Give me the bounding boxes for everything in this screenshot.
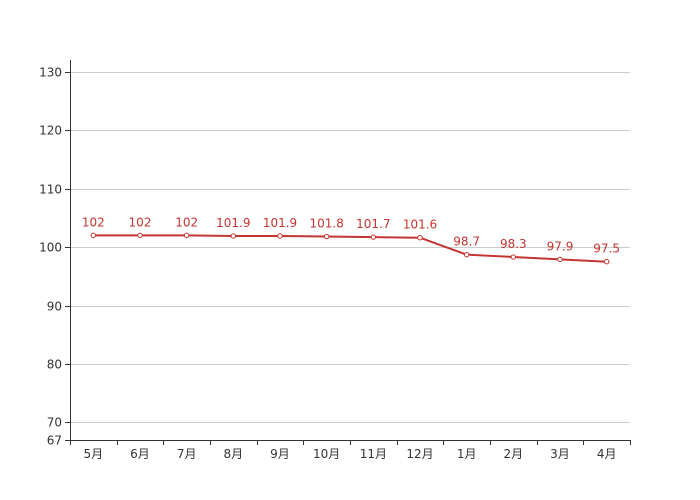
x-tick-label: 4月 bbox=[597, 447, 617, 461]
data-label: 102 bbox=[175, 215, 198, 229]
y-tick-label: 80 bbox=[47, 358, 62, 372]
y-tick-label: 67 bbox=[47, 434, 62, 448]
x-axis-tick-labels: 5月 6月 7月 8月 9月 10月 11月 12月 1月 2月 3月 4月 bbox=[84, 447, 617, 461]
y-tick-label: 90 bbox=[47, 300, 62, 314]
x-tick-label: 3月 bbox=[550, 447, 570, 461]
data-point bbox=[183, 232, 190, 239]
data-label: 102 bbox=[82, 215, 105, 229]
data-label: 101.7 bbox=[356, 217, 390, 231]
data-label: 98.3 bbox=[500, 237, 527, 251]
data-point bbox=[230, 233, 237, 239]
data-label: 97.9 bbox=[547, 239, 574, 253]
data-point bbox=[370, 234, 377, 240]
data-points bbox=[90, 232, 610, 265]
data-point bbox=[137, 232, 143, 239]
data-point bbox=[323, 233, 330, 240]
x-tick-label: 5月 bbox=[84, 447, 104, 461]
y-tick-label: 130 bbox=[39, 66, 62, 80]
y-tick-label: 120 bbox=[39, 124, 62, 138]
y-tick-label: 100 bbox=[39, 241, 62, 255]
axes bbox=[65, 60, 631, 445]
x-tick-label: 6月 bbox=[130, 447, 150, 461]
data-point bbox=[277, 233, 283, 239]
data-point bbox=[90, 232, 97, 239]
data-point bbox=[463, 251, 470, 258]
data-labels: 102 102 102 101.9 101.9 101.8 101.7 101.6 98.7 98… bbox=[82, 215, 620, 255]
data-point bbox=[603, 258, 610, 265]
data-label: 101.8 bbox=[309, 217, 343, 231]
x-tick-label: 8月 bbox=[224, 447, 244, 461]
x-tick-label: 10月 bbox=[313, 447, 340, 461]
data-label: 98.7 bbox=[453, 235, 480, 249]
data-label: 101.6 bbox=[403, 218, 437, 232]
data-point bbox=[510, 254, 517, 260]
data-label: 101.9 bbox=[263, 216, 297, 230]
x-tick-label: 1月 bbox=[457, 447, 477, 461]
data-label: 102 bbox=[129, 215, 152, 229]
x-tick-label: 7月 bbox=[177, 447, 197, 461]
series-line bbox=[92, 234, 608, 263]
y-axis-tick-labels: 67 70 80 90 100 110 120 130 bbox=[39, 66, 62, 448]
x-tick-label: 12月 bbox=[406, 447, 433, 461]
data-label: 101.9 bbox=[216, 216, 250, 230]
data-label: 97.5 bbox=[593, 242, 620, 256]
data-point bbox=[557, 256, 563, 263]
series-line-path bbox=[92, 234, 608, 263]
data-point bbox=[417, 235, 423, 241]
grid-lines bbox=[70, 72, 630, 423]
y-tick-label: 70 bbox=[47, 416, 62, 430]
y-tick-label: 110 bbox=[39, 183, 62, 197]
x-tick-label: 9月 bbox=[270, 447, 290, 461]
x-tick-label: 2月 bbox=[504, 447, 524, 461]
x-tick-label: 11月 bbox=[360, 447, 387, 461]
